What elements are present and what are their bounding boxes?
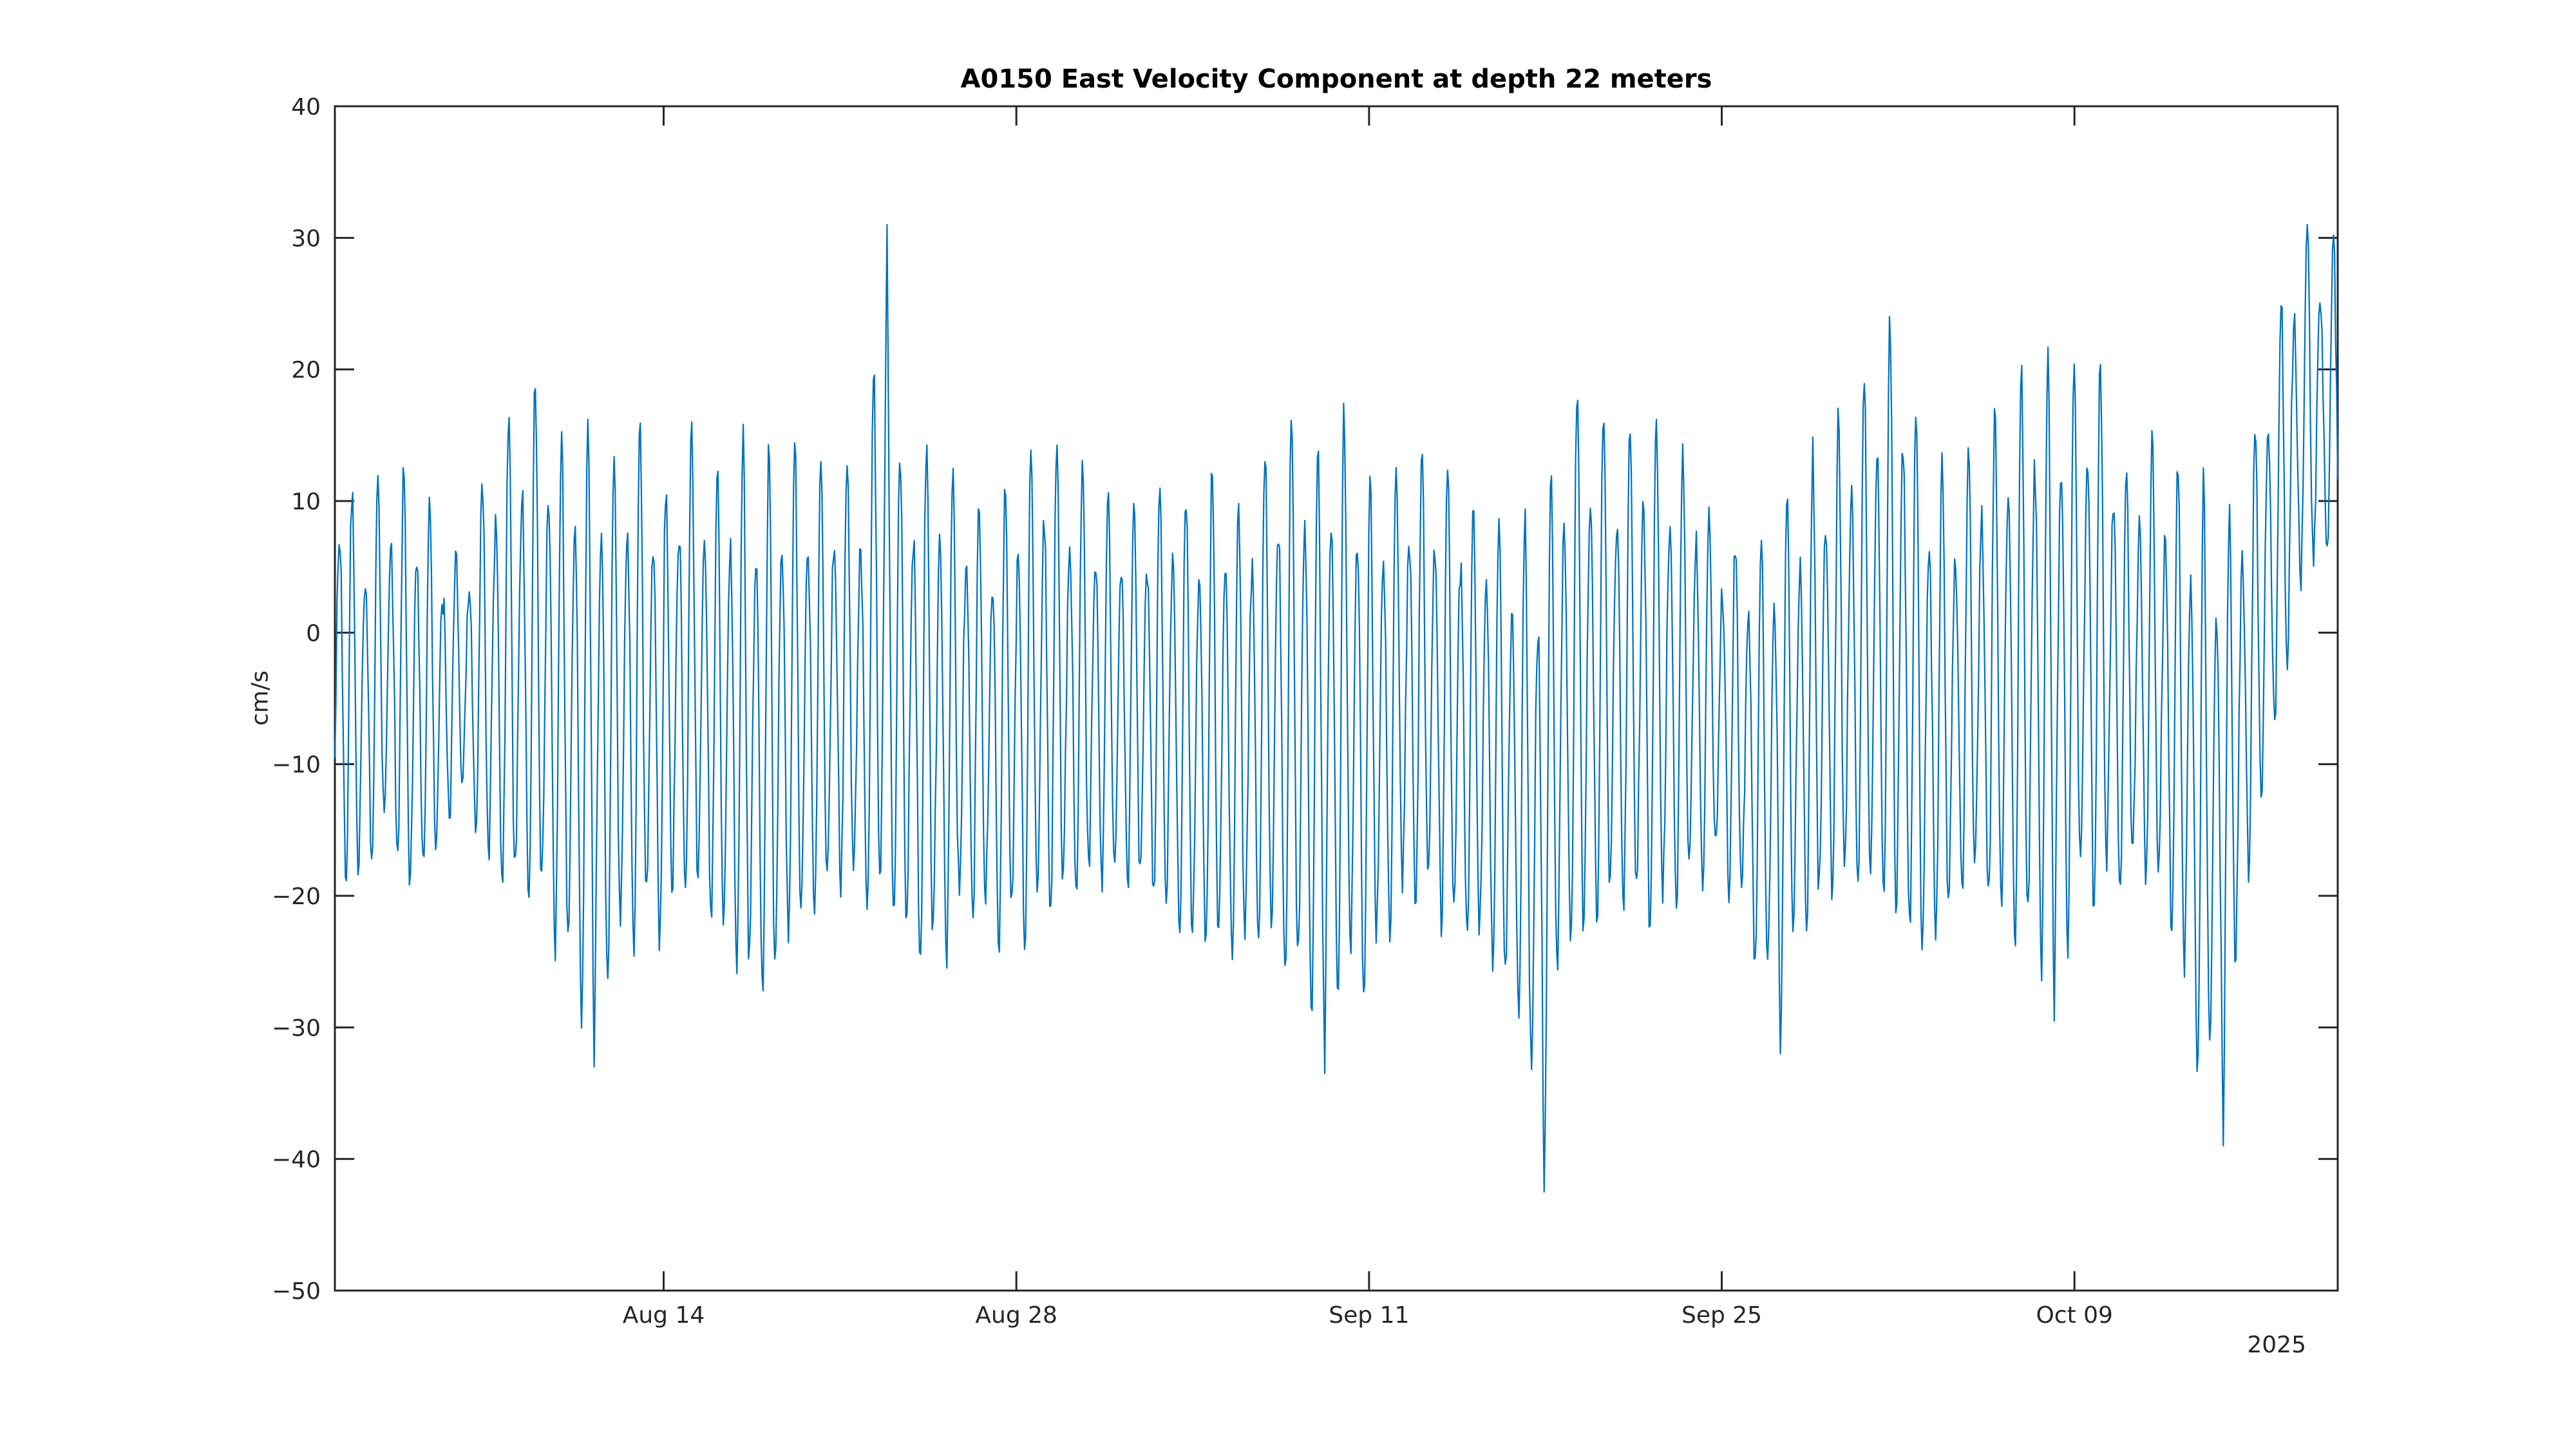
x-tick-label: Aug 28	[975, 1302, 1057, 1329]
axes-box	[334, 105, 2339, 1292]
y-tick-label: −30	[272, 1015, 321, 1041]
x-tick-label: Aug 14	[623, 1302, 705, 1329]
velocity-series-line	[334, 223, 2339, 1193]
y-tick-label: −10	[272, 752, 321, 779]
x-tick-label: Sep 25	[1681, 1302, 1762, 1329]
y-tick-label: −50	[272, 1278, 321, 1305]
x-tick-label: Sep 11	[1329, 1302, 1409, 1329]
x-tick-label: Oct 09	[2036, 1302, 2113, 1329]
x-axis-year-label: 2025	[2247, 1332, 2306, 1358]
y-tick-label: 10	[291, 489, 321, 515]
y-tick-label: 40	[291, 94, 321, 120]
chart-title: A0150 East Velocity Component at depth 2…	[960, 64, 1712, 94]
y-tick-label: −20	[272, 884, 321, 910]
y-tick-label: 20	[291, 357, 321, 384]
y-tick-label: −40	[272, 1147, 321, 1173]
y-tick-label: 30	[291, 225, 321, 252]
y-tick-label: 0	[306, 620, 321, 647]
